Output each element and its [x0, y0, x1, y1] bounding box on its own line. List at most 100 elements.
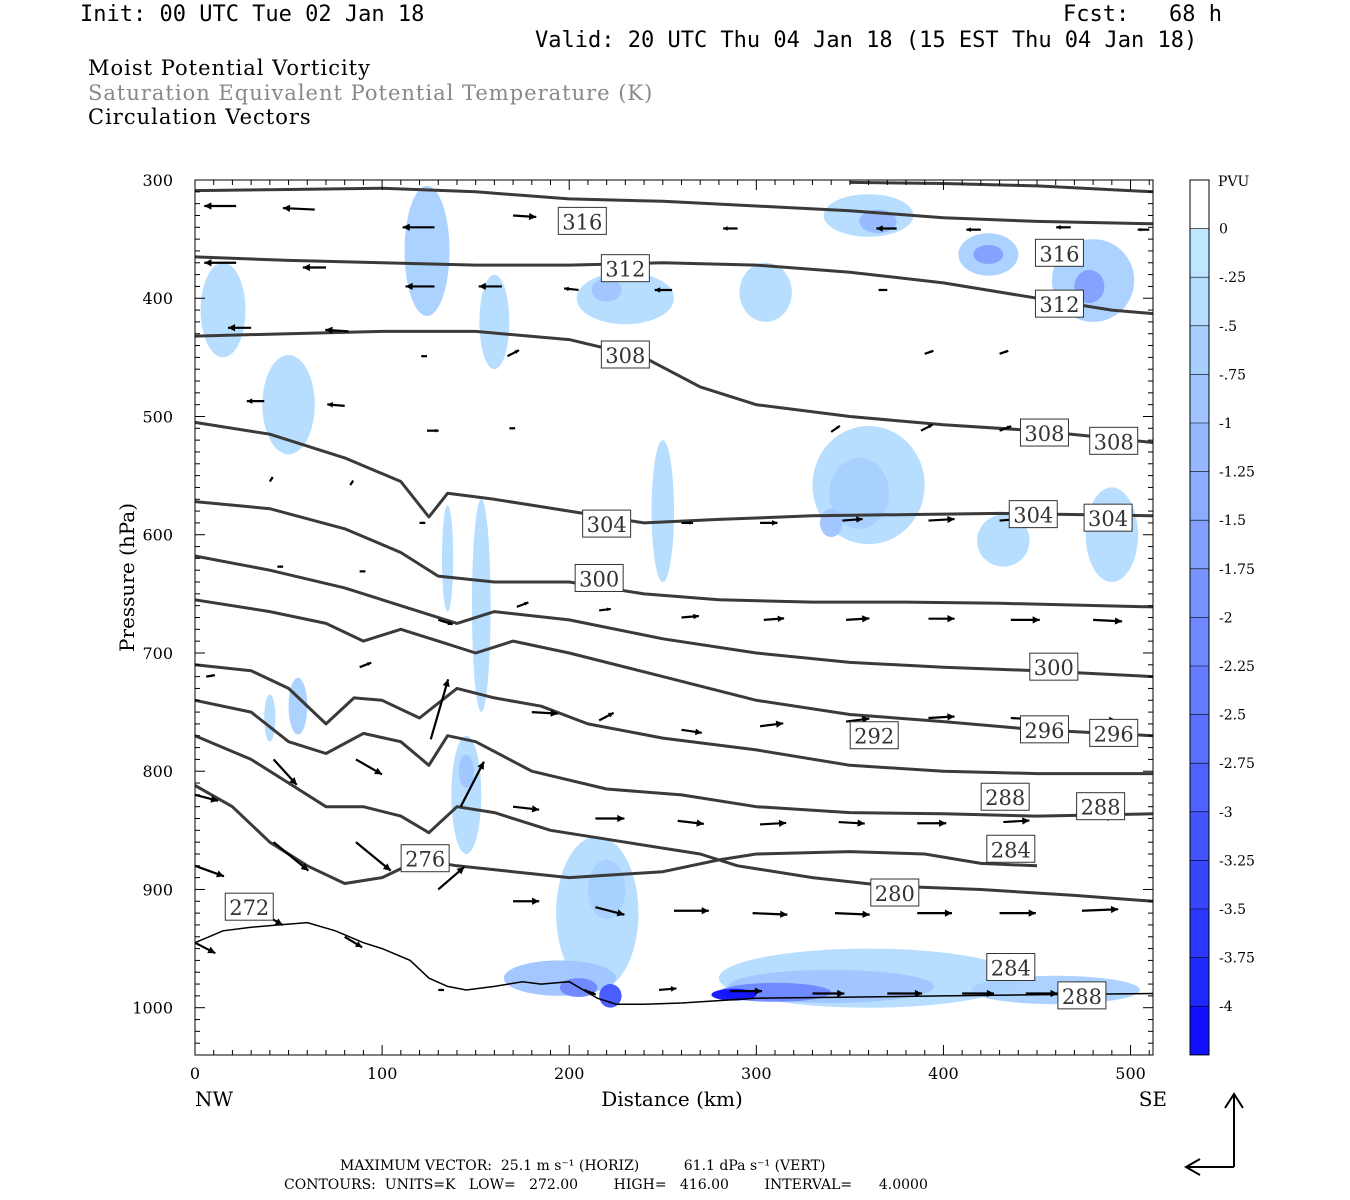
vector-head — [857, 819, 865, 827]
pv-patch — [1085, 487, 1139, 583]
isentrope-286 — [194, 734, 1154, 903]
vector-head — [282, 204, 291, 213]
vector-head — [354, 941, 363, 948]
vector-head — [607, 712, 614, 718]
vector-head — [514, 350, 520, 354]
vector-head — [456, 866, 465, 875]
pv-patch — [973, 245, 1004, 264]
colorbar-label: 0 — [1219, 222, 1228, 238]
colorbar-swatch — [1190, 860, 1209, 910]
vector-head — [1032, 616, 1040, 624]
contour-label-box — [1034, 289, 1084, 318]
vector-head — [204, 259, 212, 267]
colorbar-label: -.75 — [1219, 367, 1246, 383]
circulation-vector — [834, 910, 870, 918]
contour-label: 284 — [986, 834, 1036, 863]
colorbar-swatch — [1190, 617, 1209, 667]
contour-label-text: 304 — [587, 513, 627, 537]
circulation-vector — [419, 521, 426, 525]
vector-head — [512, 426, 516, 430]
contour-label-box — [557, 206, 607, 235]
circulation-vector — [595, 814, 625, 823]
isentrope-316 — [194, 186, 1154, 226]
circulation-vector — [272, 758, 298, 786]
vector-head — [300, 863, 309, 871]
contour-label-text: 312 — [1039, 293, 1079, 317]
contour-label-text: 300 — [1034, 656, 1074, 680]
colorbar-swatch — [1190, 180, 1209, 230]
vector-head — [754, 987, 763, 995]
contour-label: 272 — [224, 892, 274, 921]
contour-label: 296 — [1019, 715, 1069, 744]
pv-patch — [288, 677, 308, 735]
circulation-vector — [1093, 617, 1123, 625]
colorbar-swatch — [1190, 374, 1209, 424]
circulation-vector — [999, 349, 1009, 355]
x-tick-label: 400 — [928, 1064, 959, 1083]
circulation-vector — [1081, 905, 1119, 914]
contour-label: 296 — [1089, 718, 1139, 747]
colorbar-label: -3.5 — [1219, 902, 1246, 918]
vector-head — [447, 620, 453, 626]
colorbar-label: -3.75 — [1219, 951, 1255, 967]
vector-head — [1028, 909, 1036, 917]
vector-head — [1022, 817, 1030, 825]
colorbar-label: -3 — [1219, 805, 1233, 821]
contour-label: 276 — [400, 844, 450, 873]
vector-head — [524, 601, 529, 606]
y-tick-label: 800 — [142, 762, 173, 781]
init-time: Init: 00 UTC Tue 02 Jan 18 — [80, 2, 425, 27]
colorbar-frame — [1189, 179, 1210, 1056]
isentrope-contours — [194, 180, 1154, 903]
contour-label: 284 — [986, 953, 1036, 981]
plot-frame — [194, 179, 1154, 1056]
circulation-vector — [595, 906, 625, 917]
vector-head — [207, 946, 216, 954]
contour-label-text: 284 — [991, 957, 1031, 981]
y-axis-label: Pressure (hPa) — [115, 503, 139, 652]
vector-head — [694, 728, 702, 736]
circulation-vector — [681, 521, 694, 525]
contour-label-box — [1076, 792, 1126, 821]
vector-head — [606, 607, 611, 612]
circulation-vector — [194, 941, 216, 955]
contour-label-text: 316 — [1039, 242, 1079, 266]
circulation-vector — [760, 819, 787, 827]
circulation-vector — [302, 263, 326, 272]
colorbar-label: -3.25 — [1219, 853, 1255, 869]
vector-head — [1050, 989, 1058, 998]
contour-label-box — [574, 563, 624, 592]
contour-label: 316 — [1034, 238, 1084, 267]
contour-label-text: 304 — [1013, 504, 1053, 528]
forecast-hour: Fcst: 68 h — [1063, 2, 1222, 27]
circulation-vector — [928, 615, 955, 623]
circulation-vector — [917, 819, 947, 827]
colorbar-label: -.25 — [1219, 270, 1246, 286]
circulation-vector — [730, 987, 763, 995]
vector-head — [780, 910, 788, 918]
x-tick-label: 500 — [1115, 1064, 1146, 1083]
vector-head — [302, 263, 310, 272]
isentrope-290 — [194, 698, 1154, 818]
vector-head — [939, 819, 947, 827]
reference-vector-arrow — [1183, 1092, 1244, 1176]
circulation-vector — [1025, 989, 1058, 998]
contour-label-box — [1089, 718, 1139, 747]
vector-head — [402, 223, 410, 231]
vector-head — [616, 909, 625, 917]
colorbar-label: -2.25 — [1219, 659, 1255, 675]
pv-patch — [200, 262, 246, 358]
contour-label: 308 — [1089, 426, 1139, 455]
circulation-vector — [583, 988, 597, 996]
colorbar-label: -1.5 — [1219, 513, 1246, 529]
isentrope-302 — [194, 500, 1154, 609]
vector-head — [382, 863, 391, 871]
pv-patch — [458, 754, 474, 788]
vector-head — [878, 288, 882, 292]
circulation-vector — [830, 424, 841, 433]
contour-label-text: 288 — [1062, 985, 1102, 1009]
vector-head — [210, 795, 219, 803]
vector-head — [366, 662, 372, 666]
circulation-vector — [344, 935, 363, 949]
